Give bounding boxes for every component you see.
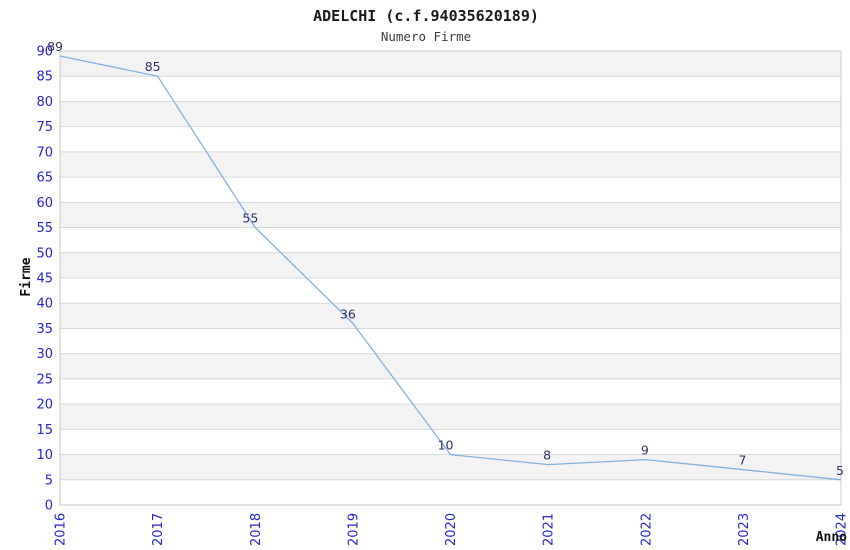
y-tick-label: 85 [36, 70, 53, 85]
x-tick-label: 2022 [639, 513, 654, 546]
chart-subtitle: Numero Firme [381, 29, 471, 44]
y-tick-label: 20 [36, 398, 53, 413]
grid-band [60, 303, 841, 329]
x-tick-label: 2021 [542, 513, 557, 546]
grid-band [60, 202, 841, 228]
y-tick-label: 55 [36, 221, 53, 236]
y-tick-label: 35 [36, 322, 53, 337]
x-tick-label: 2020 [444, 513, 459, 546]
grid-band [60, 429, 841, 455]
grid-band [60, 252, 841, 278]
value-label: 89 [47, 39, 63, 54]
y-tick-label: 80 [36, 95, 53, 110]
chart-title: ADELCHI (c.f.94035620189) [313, 7, 539, 25]
x-tick-label: 2024 [835, 513, 850, 546]
x-tick-label: 2019 [346, 513, 361, 546]
value-label: 8 [543, 448, 551, 463]
y-tick-label: 50 [36, 246, 53, 261]
y-tick-label: 90 [36, 45, 53, 60]
y-tick-label: 40 [36, 297, 53, 312]
grid-band [60, 177, 841, 203]
y-tick-label: 25 [36, 372, 53, 387]
x-tick-label: 2016 [54, 513, 69, 546]
x-tick-label: 2017 [151, 513, 166, 546]
y-axis-title: Firme [19, 257, 34, 296]
grid-band [60, 378, 841, 405]
x-axis-tick-labels: 2016 2017 2018 2019 2020 2021 2022 2023 2024 [54, 513, 850, 546]
y-tick-label: 15 [36, 423, 53, 438]
plot-border [59, 50, 842, 506]
firme-line-series [59, 55, 842, 481]
y-tick-label: 60 [36, 196, 53, 211]
y-tick-label: 65 [36, 171, 53, 186]
y-tick-label: 5 [45, 473, 53, 488]
y-tick-label: 10 [36, 448, 53, 463]
value-label: 36 [340, 306, 356, 321]
line-series-layer [59, 55, 842, 481]
y-tick-label: 70 [36, 145, 53, 160]
grid-band [60, 328, 841, 354]
x-tick-label: 2018 [249, 513, 264, 546]
value-label: 10 [438, 438, 454, 453]
y-tick-label: 0 [45, 499, 53, 514]
value-label: 9 [641, 443, 649, 458]
y-axis-tick-labels: 0 5 10 15 20 25 30 35 40 45 50 55 60 65 70 75 80 85 90 [36, 45, 53, 514]
x-axis-title: Anno [816, 530, 847, 545]
y-tick-label: 30 [36, 347, 53, 362]
grid-band [60, 101, 841, 127]
grid-bands-layer [60, 51, 841, 505]
grid-band [60, 227, 841, 253]
value-label: 85 [145, 59, 161, 74]
x-tick-label: 2023 [737, 513, 752, 546]
grid-band [60, 404, 841, 430]
grid-band [60, 76, 841, 102]
grid-band [60, 353, 841, 379]
grid-band [60, 278, 841, 304]
grid-band [60, 51, 841, 77]
y-tick-label: 45 [36, 272, 53, 287]
value-label: 7 [738, 453, 746, 468]
y-tick-label: 75 [36, 120, 53, 135]
value-label: 5 [836, 463, 844, 478]
grid-band [60, 151, 841, 178]
grid-band [60, 479, 841, 505]
value-label: 55 [242, 211, 258, 226]
grid-band [60, 454, 841, 480]
grid-band [60, 126, 841, 152]
